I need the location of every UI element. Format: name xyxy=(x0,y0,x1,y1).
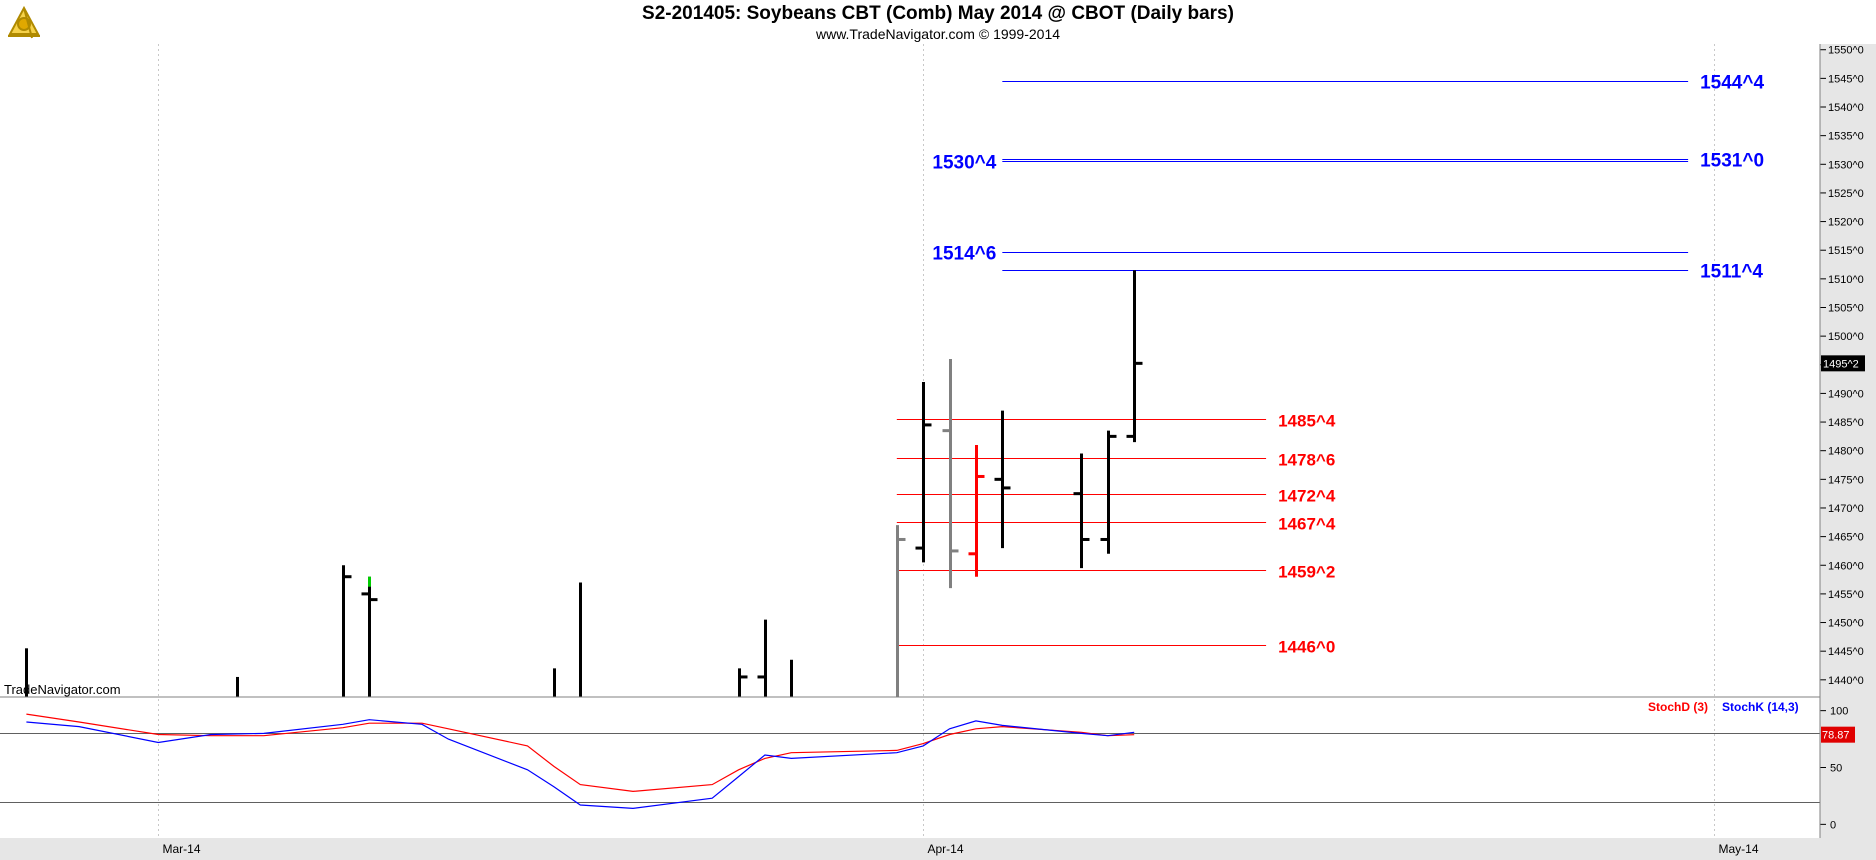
level-label: 1514^6 xyxy=(932,244,996,265)
price-tick-label: 1480^0 xyxy=(1828,446,1864,458)
price-tick-label: 1550^0 xyxy=(1828,45,1864,57)
stoch-tick-label: 0 xyxy=(1830,819,1836,831)
stoch-tick-label: 100 xyxy=(1830,706,1848,718)
price-tick-label: 1445^0 xyxy=(1828,646,1864,658)
price-tick-label: 1520^0 xyxy=(1828,217,1864,229)
price-tick-label: 1485^0 xyxy=(1828,417,1864,429)
price-tick-label: 1540^0 xyxy=(1828,102,1864,114)
last-price-box xyxy=(1821,355,1865,372)
level-label: 1544^4 xyxy=(1700,73,1764,94)
level-label: 1485^4 xyxy=(1278,412,1336,431)
level-label: 1467^4 xyxy=(1278,515,1336,534)
level-layer: 1544^4 1531^0 1530^4 1514^6 1511^4 1485^4 1478… xyxy=(896,73,1764,657)
stochastic-panel: StochD (3) StochK (14,3) xyxy=(0,700,1820,810)
stoch-series-line xyxy=(26,719,1135,810)
watermark: TradeNavigator.com xyxy=(4,682,121,697)
price-tick-label: 1450^0 xyxy=(1828,618,1864,630)
level-label: 1459^2 xyxy=(1278,563,1335,582)
price-tick-label: 1505^0 xyxy=(1828,302,1864,314)
price-tick-label: 1475^0 xyxy=(1828,474,1864,486)
stoch-last-value-box xyxy=(1821,726,1855,743)
price-tick-label: 1465^0 xyxy=(1828,532,1864,544)
price-tick-label: 1470^0 xyxy=(1828,503,1864,515)
level-label: 1531^0 xyxy=(1700,151,1764,172)
level-label: 1511^4 xyxy=(1700,262,1763,283)
level-label: 1472^4 xyxy=(1278,487,1336,506)
stoch-legend-d: StochD (3) xyxy=(1648,700,1708,714)
price-tick-label: 1490^0 xyxy=(1828,388,1864,400)
price-tick-label: 1525^0 xyxy=(1828,188,1864,200)
chart-header: S2-201405: Soybeans CBT (Comb) May 2014 … xyxy=(0,0,1876,44)
level-label: 1446^0 xyxy=(1278,638,1335,657)
level-label: 1530^4 xyxy=(932,153,996,174)
date-tick-label: Apr-14 xyxy=(928,842,964,856)
stoch-last-value: 78.87 xyxy=(1822,730,1850,742)
level-label: 1478^6 xyxy=(1278,451,1335,470)
stoch-tick-label: 50 xyxy=(1830,763,1842,775)
price-tick-label: 1440^0 xyxy=(1828,675,1864,687)
price-tick-label: 1535^0 xyxy=(1828,131,1864,143)
price-tick-label: 1460^0 xyxy=(1828,560,1864,572)
last-price-label: 1495^2 xyxy=(1823,358,1859,370)
sextant-icon[interactable] xyxy=(4,2,44,42)
price-tick-label: 1500^0 xyxy=(1828,331,1864,343)
stoch-series-line xyxy=(26,713,1135,793)
price-tick-label: 1530^0 xyxy=(1828,159,1864,171)
date-axis-panel xyxy=(0,838,1876,860)
price-axis-panel xyxy=(1820,44,1876,860)
price-tick-label: 1545^0 xyxy=(1828,73,1864,85)
grid-layer xyxy=(158,44,1715,838)
price-bars xyxy=(25,270,1143,697)
chart-subtitle: www.TradeNavigator.com © 1999-2014 xyxy=(815,26,1061,42)
price-tick-label: 1510^0 xyxy=(1828,274,1864,286)
chart-title: S2-201405: Soybeans CBT (Comb) May 2014 … xyxy=(642,3,1234,24)
date-tick-label: Mar-14 xyxy=(163,842,201,856)
axis-layer: Mar-14 Apr-14 May-14 1440^0 1445^0 1450^0 1455… xyxy=(163,45,1865,856)
price-tick-label: 1455^0 xyxy=(1828,589,1864,601)
date-tick-label: May-14 xyxy=(1719,842,1759,856)
stoch-legend-k: StochK (14,3) xyxy=(1722,700,1799,714)
price-tick-label: 1515^0 xyxy=(1828,245,1864,257)
